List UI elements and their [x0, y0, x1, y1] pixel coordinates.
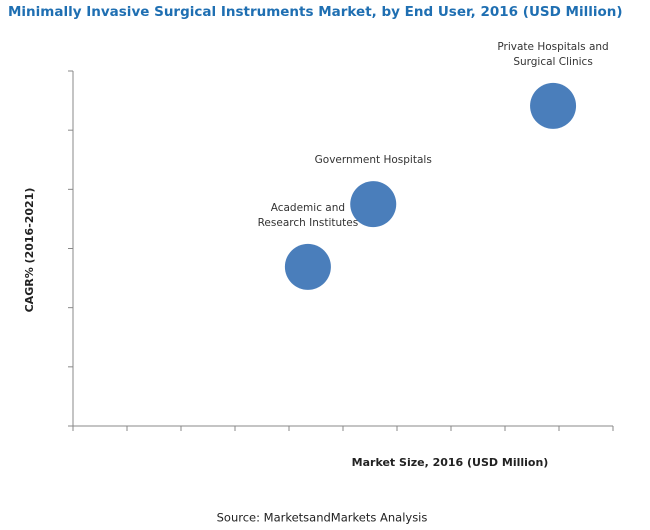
source: Source: MarketsandMarkets Analysis [217, 511, 428, 525]
x-axis-label: Market Size, 2016 (USD Million) [352, 456, 549, 469]
point-label: Academic and [271, 202, 345, 214]
bubble [530, 82, 577, 129]
y-axis-label: CAGR% (2016-2021) [23, 188, 36, 313]
point-label: Government Hospitals [315, 154, 432, 166]
point-label: Private Hospitals and [497, 41, 608, 53]
chart-title: Minimally Invasive Surgical Instruments … [8, 4, 623, 20]
bubble [350, 181, 397, 228]
bubble [284, 243, 331, 290]
point-label: Research Institutes [258, 217, 359, 229]
point-label: Surgical Clinics [513, 56, 592, 68]
